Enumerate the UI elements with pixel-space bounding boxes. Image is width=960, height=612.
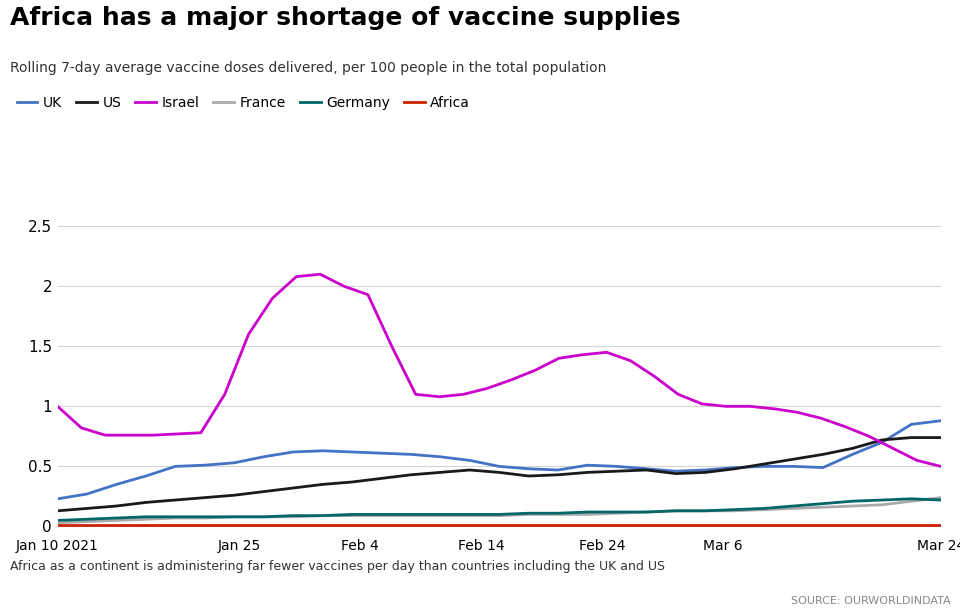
Text: Africa has a major shortage of vaccine supplies: Africa has a major shortage of vaccine s… bbox=[10, 6, 681, 30]
Text: Rolling 7-day average vaccine doses delivered, per 100 people in the total popul: Rolling 7-day average vaccine doses deli… bbox=[10, 61, 606, 75]
Text: Africa as a continent is administering far fewer vaccines per day than countries: Africa as a continent is administering f… bbox=[10, 560, 664, 573]
Text: SOURCE: OURWORLDINDATA: SOURCE: OURWORLDINDATA bbox=[791, 596, 950, 606]
Legend: UK, US, Israel, France, Germany, Africa: UK, US, Israel, France, Germany, Africa bbox=[16, 95, 470, 110]
